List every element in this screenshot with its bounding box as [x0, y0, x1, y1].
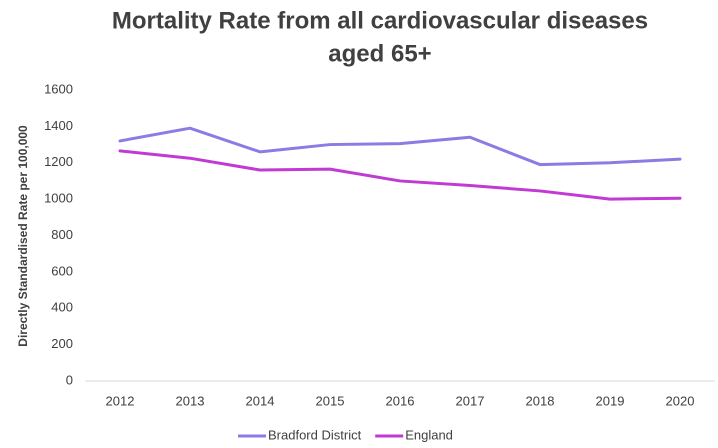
series-line: [118, 149, 682, 201]
y-tick-label: 0: [66, 372, 73, 387]
x-tick-label: 2015: [316, 393, 345, 408]
x-tick-label: 2012: [106, 393, 135, 408]
x-tick-label: 2017: [456, 393, 485, 408]
x-tick-label: 2020: [666, 393, 695, 408]
y-axis-label: Directly Standardised Rate per 100,000: [16, 125, 30, 347]
x-tick-label: 2018: [526, 393, 555, 408]
y-tick-label: 400: [51, 300, 73, 315]
x-tick-label: 2019: [596, 393, 625, 408]
y-tick-label: 1000: [44, 191, 73, 206]
legend-label: Bradford District: [268, 427, 362, 442]
legend-label: England: [405, 427, 453, 442]
y-tick-label: 1400: [44, 118, 73, 133]
y-tick-label: 600: [51, 263, 73, 278]
x-tick-label: 2014: [246, 393, 275, 408]
y-tick-label: 200: [51, 336, 73, 351]
x-tick-label: 2016: [386, 393, 415, 408]
chart-title: Mortality Rate from all cardiovascular d…: [112, 7, 648, 34]
chart-title: aged 65+: [328, 40, 431, 67]
series-line: [118, 126, 682, 167]
y-tick-label: 1600: [44, 81, 73, 96]
x-tick-label: 2013: [176, 393, 205, 408]
y-tick-label: 800: [51, 227, 73, 242]
y-tick-label: 1200: [44, 154, 73, 169]
